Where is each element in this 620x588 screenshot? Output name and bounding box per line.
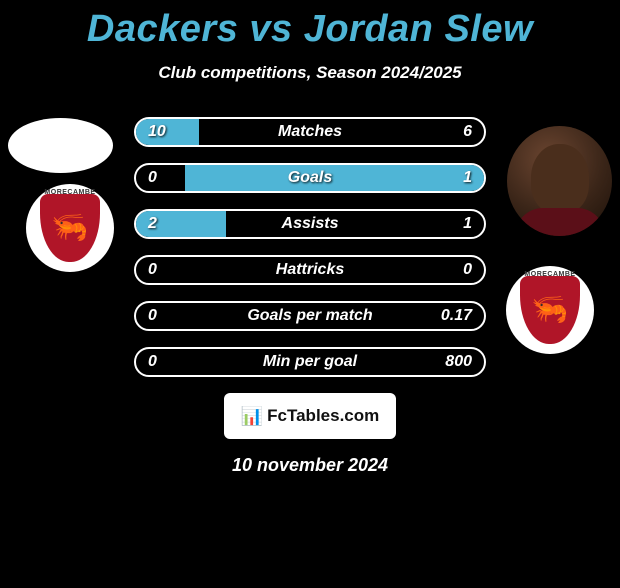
stat-left-value: 0 (148, 307, 157, 325)
stat-label: Matches (278, 123, 342, 141)
date-line: 10 november 2024 (0, 455, 620, 476)
stat-left-value: 0 (148, 261, 157, 279)
stat-left-value: 10 (148, 123, 166, 141)
stat-right-value: 0 (463, 261, 472, 279)
stat-right-value: 1 (463, 169, 472, 187)
stat-row: 0 Goals per match 0.17 (134, 301, 486, 331)
stat-label: Hattricks (276, 261, 344, 279)
stat-right-value: 6 (463, 123, 472, 141)
subtitle: Club competitions, Season 2024/2025 (0, 63, 620, 83)
brand-text: FcTables.com (267, 406, 379, 426)
stat-fill-right (185, 165, 484, 191)
stat-row: 0 Hattricks 0 (134, 255, 486, 285)
page-title: Dackers vs Jordan Slew (0, 8, 620, 51)
stats-area: 10Matches60Goals12Assists10Hattricks00Go… (0, 117, 620, 377)
stat-left-value: 0 (148, 353, 157, 371)
stat-label: Min per goal (263, 353, 357, 371)
stat-right-value: 800 (445, 353, 472, 371)
stat-row: 10 Matches 6 (134, 117, 486, 147)
stat-row: 0 Min per goal 800 (134, 347, 486, 377)
brand-plate: 📊 FcTables.com (224, 393, 396, 439)
stat-left-value: 2 (148, 215, 157, 233)
stat-row: 2 Assists 1 (134, 209, 486, 239)
stat-fill-left (136, 119, 199, 145)
stat-right-value: 1 (463, 215, 472, 233)
stat-label: Goals (288, 169, 332, 187)
stat-right-value: 0.17 (441, 307, 472, 325)
stat-left-value: 0 (148, 169, 157, 187)
stat-label: Assists (282, 215, 339, 233)
chart-icon: 📊 (241, 406, 263, 427)
stat-label: Goals per match (247, 307, 372, 325)
stat-row: 0 Goals 1 (134, 163, 486, 193)
